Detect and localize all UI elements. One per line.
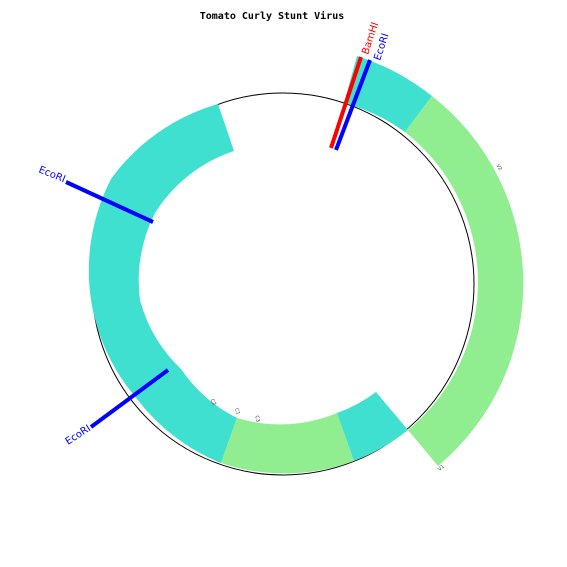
tick-label-c2: C2 bbox=[209, 398, 218, 407]
site-line-ecori-top[interactable] bbox=[334, 59, 372, 151]
inner-feature-ring bbox=[88, 104, 408, 474]
tick-label-c3: C3 bbox=[253, 415, 260, 423]
site-line-ecori-lower[interactable] bbox=[89, 368, 170, 429]
site-label-ecori-lower: EcoRI bbox=[64, 423, 93, 447]
tick-label-v2: V2 bbox=[495, 163, 504, 172]
map-title: Tomato Curly Stunt Virus bbox=[200, 10, 345, 22]
feature-arc-v1-green[interactable] bbox=[405, 96, 524, 466]
site-label-ecori-left: EcoRI bbox=[37, 165, 67, 186]
feature-arc-c2-cyan[interactable] bbox=[337, 392, 408, 461]
feature-arc-c3-green[interactable] bbox=[221, 413, 354, 474]
site-line-ecori-left[interactable] bbox=[65, 180, 154, 224]
tick-labels: V2 V1 C2 C1 C3 bbox=[209, 163, 504, 473]
tick-label-v1: V1 bbox=[437, 464, 446, 473]
restriction-sites: BamHI EcoRI EcoRI EcoRI bbox=[37, 21, 392, 448]
site-line-bamhi[interactable] bbox=[329, 56, 363, 149]
tick-label-c1: C1 bbox=[233, 407, 241, 415]
feature-arc-c1-cyan[interactable] bbox=[88, 104, 237, 463]
